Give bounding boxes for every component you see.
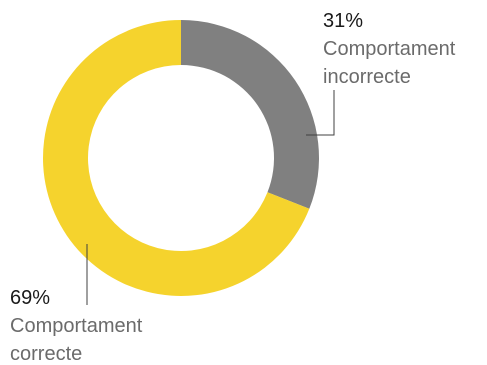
donut-slice-correcte xyxy=(43,20,310,296)
data-label-incorrecte-line2: incorrecte xyxy=(323,66,411,88)
data-label-incorrecte-percent: 31% xyxy=(323,10,363,32)
data-label-correcte-line2: correcte xyxy=(10,343,82,365)
data-label-correcte-percent: 69% xyxy=(10,287,50,309)
data-label-incorrecte-line1: Comportament xyxy=(323,38,456,60)
data-label-correcte-line1: Comportament xyxy=(10,315,143,337)
donut-slices xyxy=(43,20,319,296)
donut-slice-incorrecte xyxy=(181,20,319,209)
leader-line-incorrecte xyxy=(306,90,335,136)
